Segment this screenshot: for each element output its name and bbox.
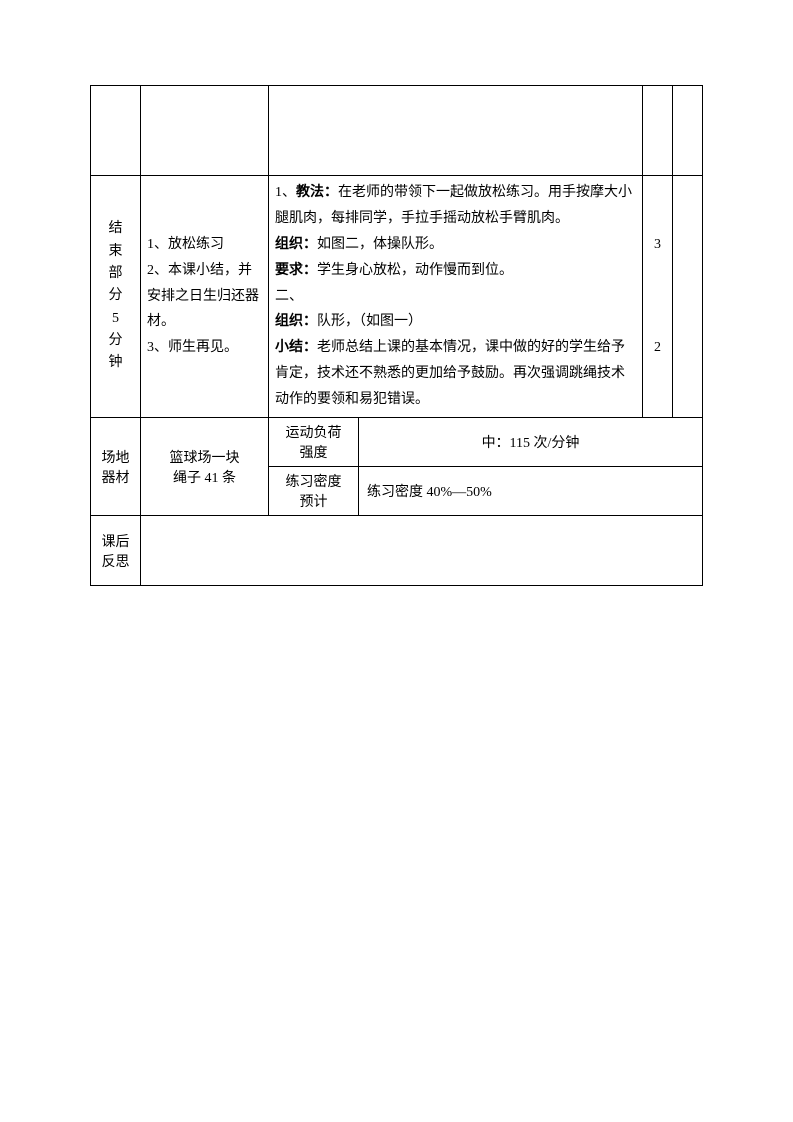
density-label-line: 练习密度 bbox=[275, 471, 352, 491]
label-char: 分 bbox=[97, 330, 134, 352]
activity-line: 3、师生再见。 bbox=[147, 335, 262, 361]
reflection-content bbox=[141, 516, 703, 586]
label-char: 钟 bbox=[97, 352, 134, 374]
method-line: 组织：队形，（如图一） bbox=[275, 309, 636, 335]
activity-line: 2、本课小结，并安排之日生归还器材。 bbox=[147, 258, 262, 336]
density-label: 练习密度 预计 bbox=[269, 467, 359, 516]
label-char: 束 bbox=[97, 241, 134, 263]
req-label: 要求： bbox=[275, 263, 317, 278]
activities-cell: 1、放松练习 2、本课小结，并安排之日生归还器材。 3、师生再见。 bbox=[141, 176, 269, 418]
load-label-line: 运动负荷 bbox=[275, 422, 352, 442]
org2-text: 队形，（如图一） bbox=[317, 314, 422, 329]
methods-cell: 1、教法：在老师的带领下一起做放松练习。用手按摩大小腿肌肉，每排同学，手拉手摇动… bbox=[269, 176, 643, 418]
table-row: 课后 反思 bbox=[91, 516, 703, 586]
density-value: 练习密度 40%—50% bbox=[359, 467, 703, 516]
reflection-label-line: 反思 bbox=[97, 551, 134, 571]
value: 3 bbox=[649, 232, 666, 258]
value: 2 bbox=[649, 335, 666, 361]
summary-label: 小结： bbox=[275, 340, 317, 355]
org2-label: 组织： bbox=[275, 314, 317, 329]
value-cell-1: 3 2 bbox=[643, 176, 673, 418]
method-line: 要求：学生身心放松，动作慢而到位。 bbox=[275, 258, 636, 284]
org-label: 组织： bbox=[275, 237, 317, 252]
cell-empty-n1 bbox=[643, 86, 673, 176]
cell-empty-col2 bbox=[141, 86, 269, 176]
venue-content: 篮球场一块 绳子 41 条 bbox=[141, 418, 269, 516]
method-line: 小结：老师总结上课的基本情况，课中做的好的学生给予肯定，技术还不熟悉的更加给予鼓… bbox=[275, 335, 636, 413]
load-value: 中：115 次/分钟 bbox=[359, 418, 703, 467]
method-line: 组织：如图二，体操队形。 bbox=[275, 232, 636, 258]
method-line: 二、 bbox=[275, 284, 636, 310]
cell-empty-col3 bbox=[269, 86, 643, 176]
venue-content-line: 绳子 41 条 bbox=[147, 467, 262, 487]
lesson-table: 结 束 部 分 5 分 钟 1、放松练习 2、本课小结，并安排之日生归还器材。 … bbox=[90, 85, 703, 586]
venue-label-line: 场地 bbox=[97, 447, 134, 467]
load-label-line: 强度 bbox=[275, 442, 352, 462]
cell-empty-label bbox=[91, 86, 141, 176]
section-label: 结 束 部 分 5 分 钟 bbox=[91, 176, 141, 418]
venue-label-line: 器材 bbox=[97, 467, 134, 487]
venue-content-line: 篮球场一块 bbox=[147, 447, 262, 467]
label-char: 部 bbox=[97, 263, 134, 285]
prefix: 1、 bbox=[275, 185, 296, 200]
method-line: 1、教法：在老师的带领下一起做放松练习。用手按摩大小腿肌肉，每排同学，手拉手摇动… bbox=[275, 180, 636, 232]
value-cell-2 bbox=[673, 176, 703, 418]
venue-label: 场地 器材 bbox=[91, 418, 141, 516]
activity-line: 1、放松练习 bbox=[147, 232, 262, 258]
table-row bbox=[91, 86, 703, 176]
label-char: 5 bbox=[97, 308, 134, 330]
table-row: 场地 器材 篮球场一块 绳子 41 条 运动负荷 强度 中：115 次/分钟 bbox=[91, 418, 703, 467]
req-text: 学生身心放松，动作慢而到位。 bbox=[317, 263, 513, 278]
density-label-line: 预计 bbox=[275, 491, 352, 511]
label-char: 结 bbox=[97, 218, 134, 240]
org-text: 如图二，体操队形。 bbox=[317, 237, 443, 252]
label-char: 分 bbox=[97, 285, 134, 307]
summary-text: 老师总结上课的基本情况，课中做的好的学生给予肯定，技术还不熟悉的更加给予鼓励。再… bbox=[275, 340, 625, 407]
page: 结 束 部 分 5 分 钟 1、放松练习 2、本课小结，并安排之日生归还器材。 … bbox=[0, 0, 793, 1122]
teach-label: 教法： bbox=[296, 185, 338, 200]
cell-empty-n2 bbox=[673, 86, 703, 176]
reflection-label-line: 课后 bbox=[97, 531, 134, 551]
table-row: 结 束 部 分 5 分 钟 1、放松练习 2、本课小结，并安排之日生归还器材。 … bbox=[91, 176, 703, 418]
load-label: 运动负荷 强度 bbox=[269, 418, 359, 467]
reflection-label: 课后 反思 bbox=[91, 516, 141, 586]
